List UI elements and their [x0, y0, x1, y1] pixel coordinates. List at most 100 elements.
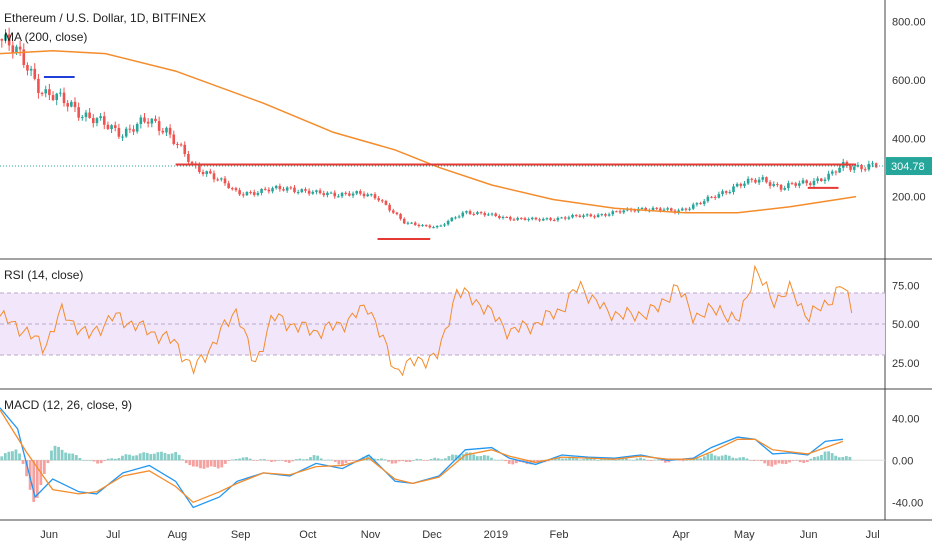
macd-histogram-bar	[578, 459, 582, 461]
candle-body	[622, 210, 626, 213]
candle-body	[538, 219, 541, 221]
candle-body	[274, 185, 278, 189]
candle-body	[593, 216, 596, 218]
candle-body	[135, 124, 139, 132]
macd-histogram-bar	[57, 447, 60, 461]
macd-histogram-bar	[752, 460, 756, 462]
candle-body	[223, 178, 227, 184]
candle-body	[465, 211, 468, 213]
candle-body	[15, 46, 18, 53]
candle-body	[662, 209, 666, 211]
macd-histogram-bar	[174, 451, 178, 461]
candle-body	[750, 178, 754, 180]
candle-body	[578, 215, 582, 217]
candle-body	[516, 217, 519, 220]
macd-histogram-bar	[121, 455, 124, 461]
candle-body	[348, 193, 351, 196]
candle-body	[48, 89, 51, 96]
macd-histogram-bar	[145, 452, 149, 461]
candle-body	[73, 101, 77, 108]
rsi-line	[0, 264, 853, 377]
macd-histogram-bar	[181, 459, 185, 461]
macd-histogram-bar	[486, 455, 490, 461]
macd-histogram-bar	[81, 460, 85, 461]
candle-body	[370, 194, 373, 196]
candle-body	[541, 218, 545, 221]
macd-histogram-bar	[482, 455, 486, 461]
candle-body	[300, 189, 304, 193]
macd-histogram-bar	[255, 460, 259, 461]
macd-histogram-bar	[351, 460, 355, 461]
candle-body	[644, 207, 647, 211]
candle-body	[37, 78, 40, 94]
candle-body	[81, 116, 84, 118]
macd-histogram-bar	[238, 458, 241, 461]
x-tick-label: Sep	[231, 529, 251, 541]
macd-histogram-bar	[642, 458, 646, 461]
candle-body	[66, 103, 69, 107]
candle-body	[717, 194, 721, 198]
candle-body	[59, 92, 62, 94]
candle-body	[827, 173, 830, 180]
candle-body	[596, 214, 600, 217]
macd-histogram-bar	[493, 459, 497, 461]
macd-histogram-bar	[383, 459, 387, 461]
candle-body	[728, 192, 732, 194]
macd-histogram-bar	[443, 458, 447, 461]
candle-body	[413, 222, 417, 225]
candle-body	[556, 217, 560, 221]
candle-body	[574, 214, 578, 216]
candle-body	[391, 210, 395, 213]
macd-histogram-bar	[213, 460, 217, 467]
candle-body	[670, 208, 673, 211]
macd-histogram-bar	[802, 460, 806, 463]
macd-histogram-bar	[681, 460, 685, 462]
candle-body	[735, 183, 739, 187]
macd-histogram-bar	[820, 454, 823, 461]
macd-histogram-bar	[727, 455, 731, 461]
candle-body	[344, 192, 348, 194]
candle-body	[315, 190, 318, 192]
macd-histogram-bar	[706, 454, 710, 461]
candle-body	[384, 200, 388, 205]
candle-body	[417, 224, 421, 227]
macd-histogram-bar	[64, 452, 68, 461]
macd-histogram-bar	[152, 453, 156, 461]
candle-body	[113, 125, 117, 129]
macd-histogram-bar	[699, 458, 703, 461]
price-tick-label: 800.00	[892, 17, 926, 29]
macd-histogram-bar	[710, 453, 713, 461]
x-tick-label: Feb	[550, 529, 569, 541]
chart-title: Ethereum / U.S. Dollar, 1D, BITFINEX	[4, 11, 207, 25]
candle-body	[271, 188, 274, 192]
macd-histogram-bar	[812, 456, 816, 461]
macd-histogram-bar	[113, 458, 117, 461]
x-tick-label: 2019	[484, 529, 508, 541]
candle-body	[702, 201, 706, 205]
signal-line	[0, 409, 844, 504]
candle-body	[446, 220, 450, 225]
macd-histogram-bar	[369, 456, 373, 461]
candle-body	[849, 165, 852, 170]
candle-body	[618, 211, 622, 213]
candle-body	[505, 216, 508, 218]
macd-histogram-bar	[241, 457, 245, 461]
candle-body	[794, 183, 797, 186]
candle-body	[607, 214, 611, 216]
macd-histogram-bar	[731, 457, 735, 461]
macd-histogram-bar	[270, 460, 273, 462]
macd-histogram-bar	[50, 450, 53, 461]
candle-body	[454, 217, 457, 219]
rsi-pane: 75.00 50.00 25.00	[0, 264, 920, 377]
macd-histogram-bar	[497, 459, 500, 461]
macd-histogram-bar	[294, 459, 298, 461]
candle-body	[523, 218, 527, 220]
candle-body	[227, 183, 230, 189]
macd-histogram-bar	[110, 458, 114, 461]
candle-body	[168, 127, 172, 135]
macd-histogram-bar	[209, 460, 213, 467]
candle-body	[373, 194, 377, 199]
macd-histogram-bar	[128, 454, 131, 461]
macd-histogram-bar	[103, 460, 107, 461]
